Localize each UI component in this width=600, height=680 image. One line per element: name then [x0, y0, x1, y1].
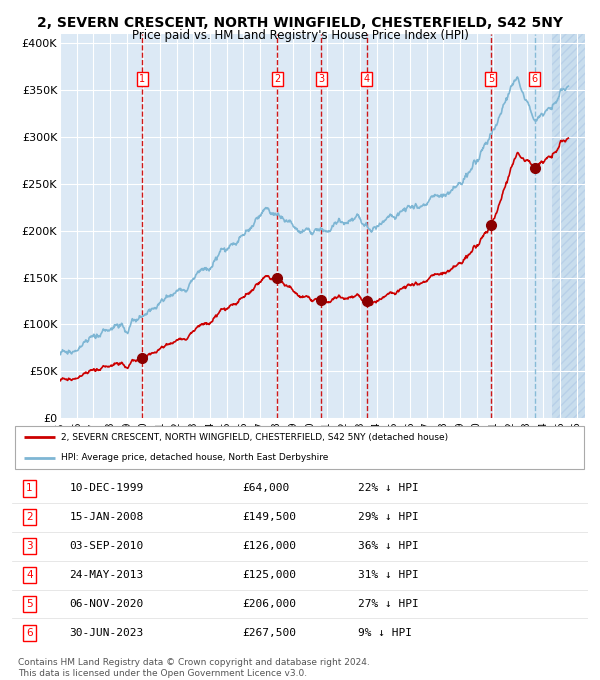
Text: 6: 6 — [532, 74, 538, 84]
Text: £125,000: £125,000 — [242, 570, 296, 580]
Text: 4: 4 — [364, 74, 370, 84]
Text: HPI: Average price, detached house, North East Derbyshire: HPI: Average price, detached house, Nort… — [61, 453, 328, 462]
Text: £126,000: £126,000 — [242, 541, 296, 551]
Text: This data is licensed under the Open Government Licence v3.0.: This data is licensed under the Open Gov… — [18, 669, 307, 678]
Text: 06-NOV-2020: 06-NOV-2020 — [70, 599, 144, 609]
Text: £149,500: £149,500 — [242, 512, 296, 522]
Text: 6: 6 — [26, 628, 32, 638]
Text: 24-MAY-2013: 24-MAY-2013 — [70, 570, 144, 580]
Text: £267,500: £267,500 — [242, 628, 296, 638]
Text: 5: 5 — [488, 74, 494, 84]
Text: 1: 1 — [139, 74, 145, 84]
Text: £64,000: £64,000 — [242, 483, 290, 494]
Text: 27% ↓ HPI: 27% ↓ HPI — [358, 599, 418, 609]
Text: Price paid vs. HM Land Registry's House Price Index (HPI): Price paid vs. HM Land Registry's House … — [131, 29, 469, 42]
Text: 2, SEVERN CRESCENT, NORTH WINGFIELD, CHESTERFIELD, S42 5NY (detached house): 2, SEVERN CRESCENT, NORTH WINGFIELD, CHE… — [61, 432, 448, 442]
Text: 3: 3 — [318, 74, 324, 84]
Text: 29% ↓ HPI: 29% ↓ HPI — [358, 512, 418, 522]
Text: 30-JUN-2023: 30-JUN-2023 — [70, 628, 144, 638]
Text: 10-DEC-1999: 10-DEC-1999 — [70, 483, 144, 494]
Text: 2, SEVERN CRESCENT, NORTH WINGFIELD, CHESTERFIELD, S42 5NY: 2, SEVERN CRESCENT, NORTH WINGFIELD, CHE… — [37, 16, 563, 31]
Text: 36% ↓ HPI: 36% ↓ HPI — [358, 541, 418, 551]
Text: 3: 3 — [26, 541, 32, 551]
Text: 2: 2 — [274, 74, 280, 84]
Text: 4: 4 — [26, 570, 32, 580]
Text: 1: 1 — [26, 483, 32, 494]
Text: £206,000: £206,000 — [242, 599, 296, 609]
Text: Contains HM Land Registry data © Crown copyright and database right 2024.: Contains HM Land Registry data © Crown c… — [18, 658, 370, 666]
Text: 2: 2 — [26, 512, 32, 522]
Text: 31% ↓ HPI: 31% ↓ HPI — [358, 570, 418, 580]
Text: 15-JAN-2008: 15-JAN-2008 — [70, 512, 144, 522]
Text: 22% ↓ HPI: 22% ↓ HPI — [358, 483, 418, 494]
Text: 9% ↓ HPI: 9% ↓ HPI — [358, 628, 412, 638]
Text: 5: 5 — [26, 599, 32, 609]
Text: 03-SEP-2010: 03-SEP-2010 — [70, 541, 144, 551]
FancyBboxPatch shape — [15, 426, 584, 469]
Bar — [551, 34, 585, 418]
